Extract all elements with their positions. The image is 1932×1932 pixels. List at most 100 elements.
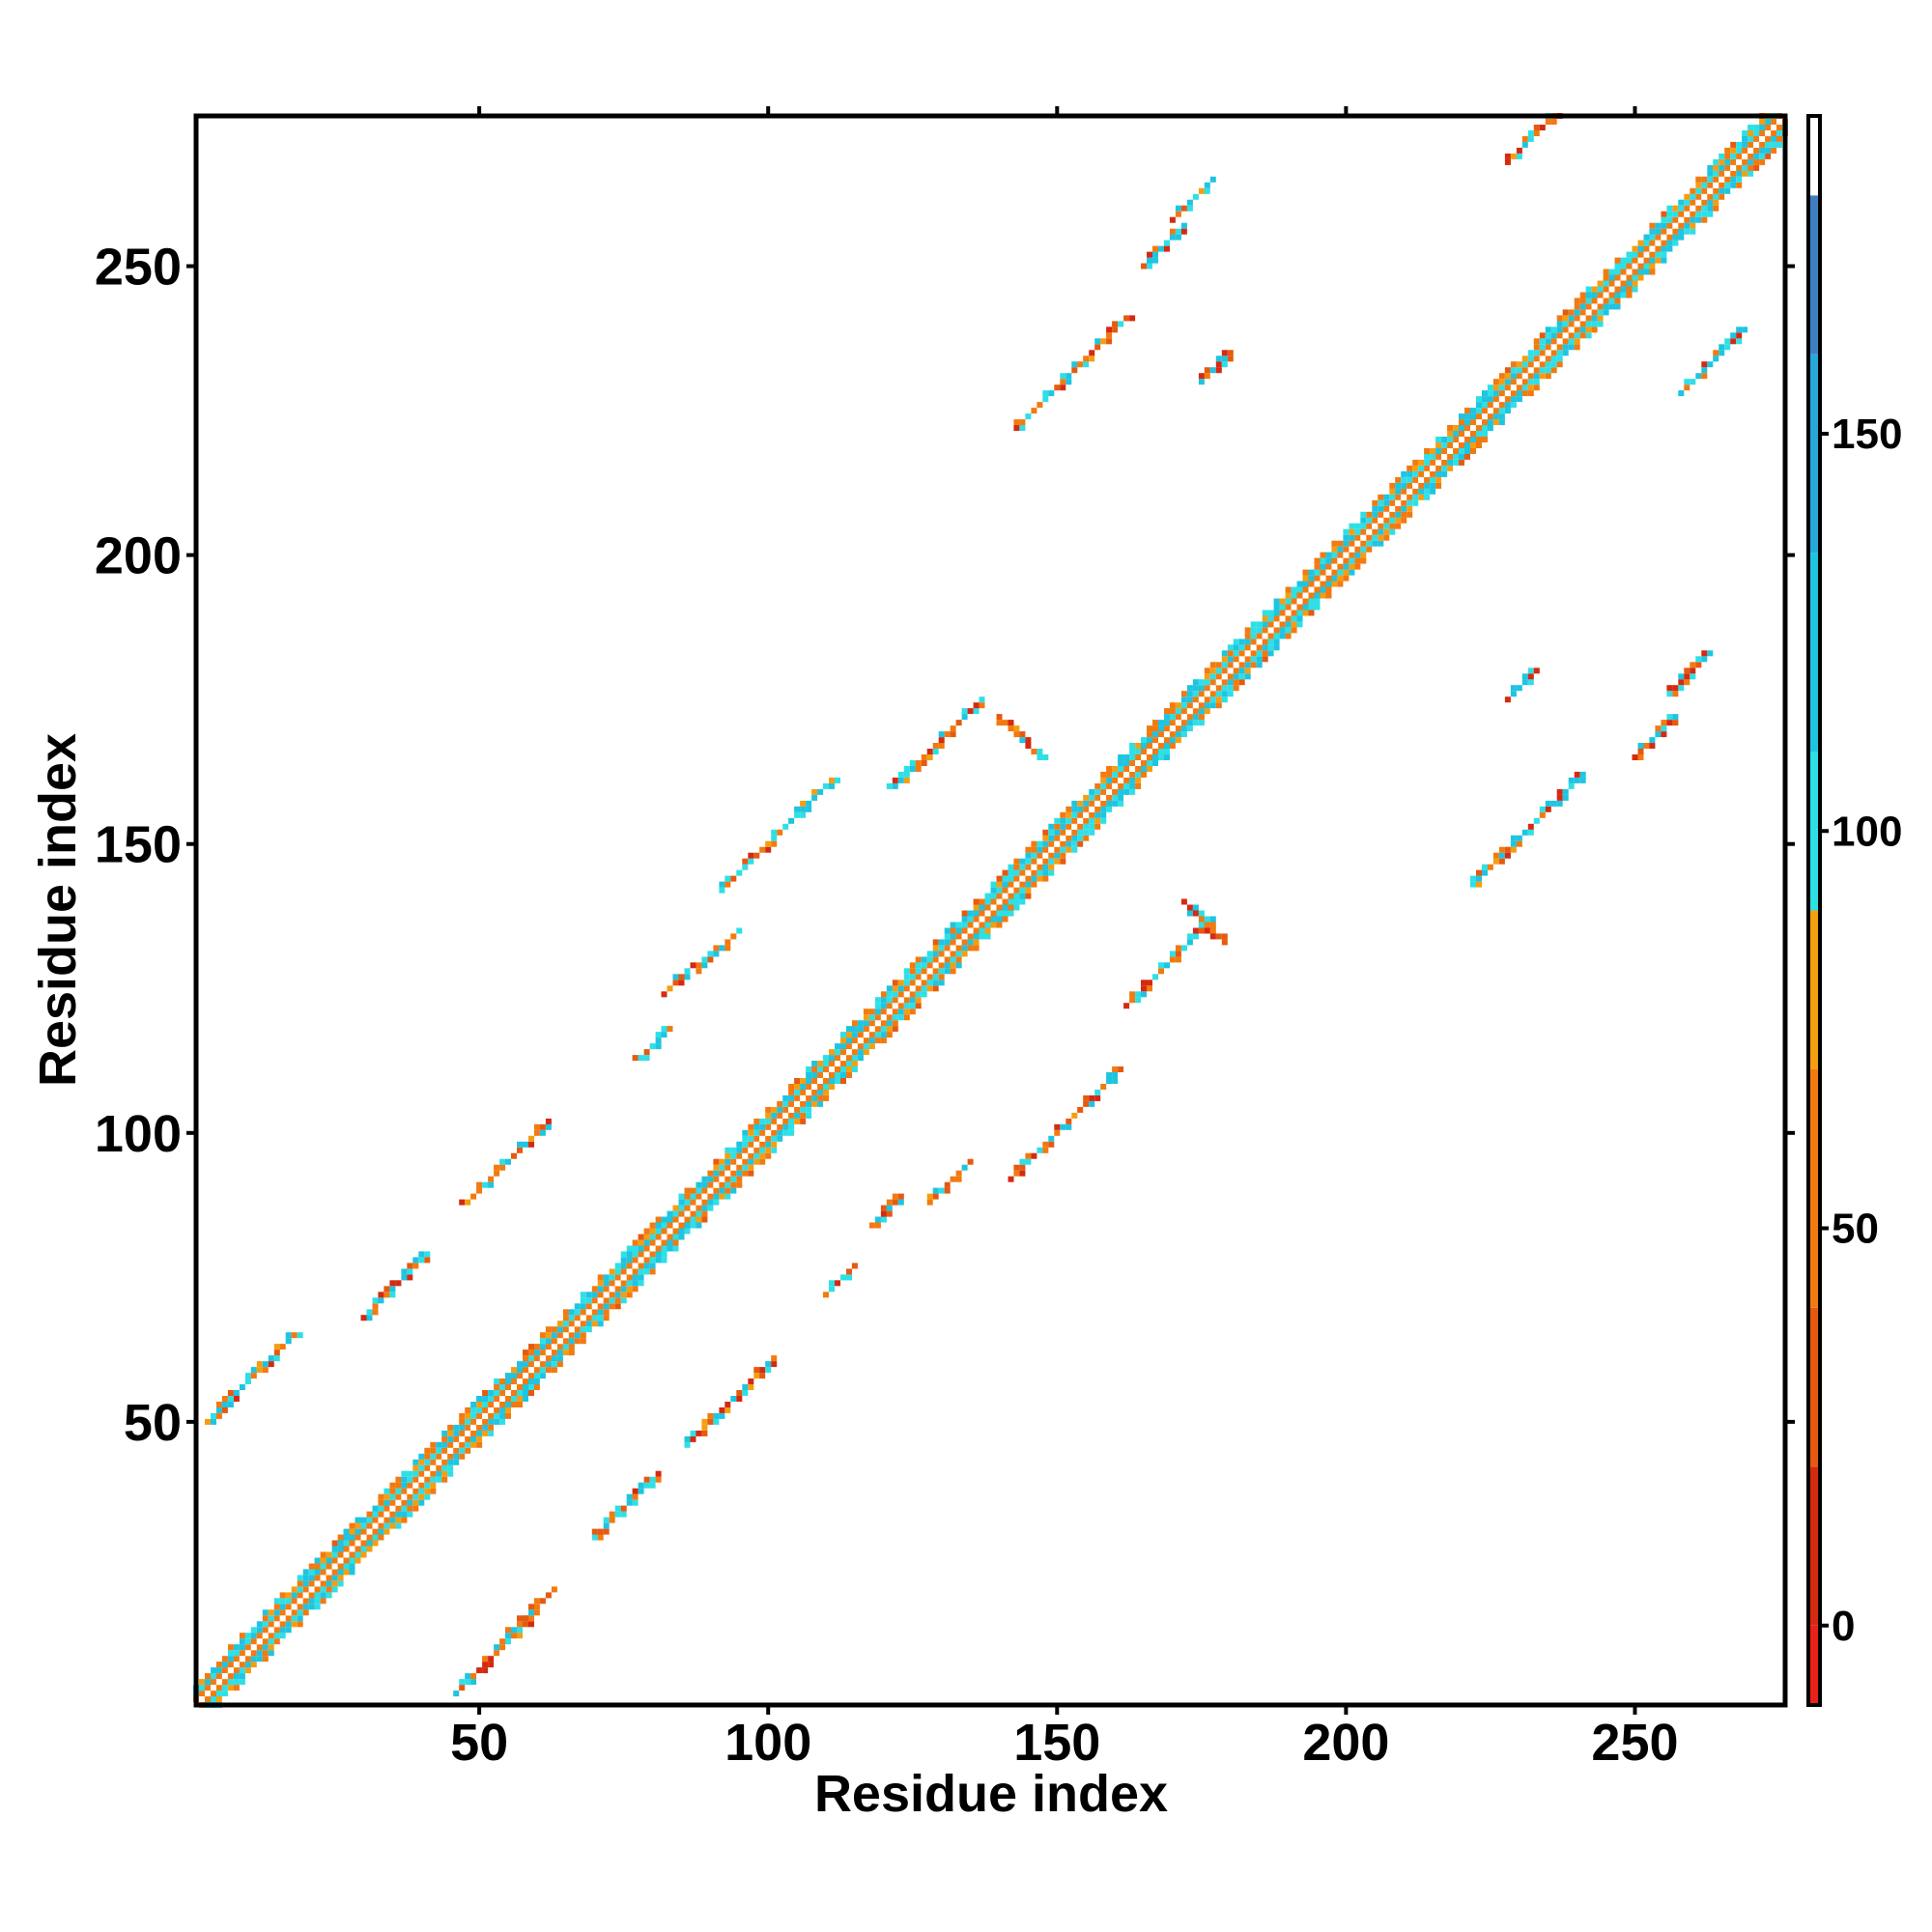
heatmap-cell bbox=[1568, 777, 1575, 783]
heatmap-cell bbox=[1065, 811, 1072, 818]
heatmap-cell bbox=[1395, 499, 1402, 506]
heatmap-cell bbox=[551, 1361, 557, 1368]
heatmap-cell bbox=[1158, 720, 1164, 726]
heatmap-cell bbox=[1100, 338, 1107, 345]
heatmap-cell bbox=[1083, 361, 1090, 368]
heatmap-cell bbox=[1401, 517, 1407, 524]
heatmap-cell bbox=[215, 1673, 222, 1680]
heatmap-cell bbox=[505, 1402, 511, 1407]
heatmap-cell bbox=[1175, 205, 1181, 212]
heatmap-cell bbox=[378, 1297, 384, 1304]
heatmap-cell bbox=[643, 1268, 650, 1275]
heatmap-cell bbox=[285, 1621, 292, 1628]
heatmap-cell bbox=[1198, 187, 1205, 194]
heatmap-cell bbox=[1533, 361, 1540, 368]
heatmap-cell bbox=[1118, 800, 1124, 807]
heatmap-cell bbox=[407, 1488, 413, 1494]
heatmap-cell bbox=[955, 1176, 962, 1182]
heatmap-cell bbox=[568, 1344, 575, 1350]
heatmap-cell bbox=[1089, 788, 1095, 795]
heatmap-cell bbox=[1666, 222, 1673, 229]
heatmap-cell bbox=[556, 1332, 563, 1339]
heatmap-cell bbox=[765, 1152, 772, 1159]
heatmap-cell bbox=[1597, 309, 1604, 316]
heatmap-cell bbox=[661, 1216, 668, 1223]
heatmap-cell bbox=[1539, 338, 1546, 345]
heatmap-cell bbox=[1678, 216, 1685, 223]
heatmap-cell bbox=[1459, 448, 1464, 454]
heatmap-cell bbox=[620, 1511, 627, 1518]
heatmap-cell bbox=[539, 1350, 546, 1356]
heatmap-cell bbox=[678, 1210, 685, 1217]
heatmap-cell bbox=[389, 1292, 396, 1298]
heatmap-cell bbox=[1498, 402, 1505, 409]
heatmap-cell bbox=[545, 1592, 552, 1599]
heatmap-cell bbox=[1643, 245, 1650, 252]
heatmap-cell bbox=[256, 1656, 263, 1662]
heatmap-cell bbox=[932, 1193, 939, 1200]
heatmap-cell bbox=[823, 1084, 829, 1090]
heatmap-cell bbox=[1626, 292, 1633, 298]
heatmap-cell bbox=[505, 1396, 511, 1402]
heatmap-cell bbox=[1724, 147, 1731, 154]
heatmap-cell bbox=[672, 1245, 679, 1252]
heatmap-cell bbox=[597, 1292, 604, 1298]
heatmap-cell bbox=[696, 1205, 702, 1211]
heatmap-cell bbox=[488, 1418, 495, 1425]
heatmap-cell bbox=[626, 1245, 633, 1252]
heatmap-cell bbox=[389, 1505, 396, 1512]
heatmap-cell bbox=[412, 1488, 419, 1494]
heatmap-cell bbox=[1487, 396, 1493, 403]
heatmap-cell bbox=[250, 1373, 257, 1379]
heatmap-cell bbox=[1707, 199, 1714, 206]
heatmap-cell bbox=[1256, 621, 1263, 628]
heatmap-cell bbox=[1389, 517, 1396, 524]
heatmap-cell bbox=[823, 1066, 829, 1072]
heatmap-cell bbox=[1147, 725, 1152, 732]
heatmap-cell bbox=[389, 1511, 396, 1518]
heatmap-cell bbox=[973, 910, 980, 917]
heatmap-cell bbox=[1562, 315, 1569, 322]
heatmap-cell bbox=[1198, 379, 1205, 385]
heatmap-cell bbox=[1620, 286, 1627, 293]
heatmap-cell bbox=[661, 991, 668, 998]
heatmap-cell bbox=[777, 1112, 783, 1119]
heatmap-cell bbox=[476, 1435, 483, 1442]
heatmap-cell bbox=[1510, 361, 1517, 368]
heatmap-cell bbox=[1527, 679, 1534, 686]
heatmap-cell bbox=[1366, 534, 1373, 541]
heatmap-cell bbox=[1169, 720, 1176, 726]
heatmap-cell bbox=[1412, 488, 1419, 495]
heatmap-cell bbox=[1175, 211, 1181, 217]
heatmap-cell bbox=[1094, 817, 1101, 824]
heatmap-cell bbox=[355, 1557, 361, 1564]
heatmap-cell bbox=[955, 720, 962, 726]
heatmap-cell bbox=[585, 1315, 592, 1321]
heatmap-cell bbox=[1048, 823, 1055, 830]
heatmap-cell bbox=[528, 1367, 534, 1374]
heatmap-cell bbox=[1013, 881, 1020, 888]
heatmap-cell bbox=[1204, 927, 1210, 934]
heatmap-cell bbox=[724, 1406, 731, 1413]
heatmap-cell bbox=[1060, 846, 1066, 853]
heatmap-cell bbox=[1533, 817, 1540, 824]
heatmap-cell bbox=[835, 1043, 840, 1050]
heatmap-cell bbox=[1719, 158, 1725, 165]
heatmap-cell bbox=[1089, 829, 1095, 836]
heatmap-cell bbox=[1701, 216, 1708, 223]
heatmap-cell bbox=[1273, 621, 1280, 628]
heatmap-cell bbox=[1747, 125, 1754, 130]
heatmap-cell bbox=[1695, 193, 1702, 200]
heatmap-cell bbox=[1337, 557, 1344, 564]
heatmap-cell bbox=[1620, 292, 1627, 298]
heatmap-cell bbox=[1395, 494, 1402, 500]
heatmap-cell bbox=[1701, 199, 1708, 206]
heatmap-cell bbox=[926, 968, 933, 975]
heatmap-cell bbox=[366, 1511, 373, 1518]
heatmap-cell bbox=[1025, 869, 1032, 876]
heatmap-cell bbox=[1550, 344, 1557, 351]
heatmap-cell bbox=[1198, 702, 1205, 709]
heatmap-cell bbox=[1118, 766, 1124, 772]
heatmap-cell bbox=[909, 974, 916, 980]
heatmap-cell bbox=[701, 1424, 708, 1431]
